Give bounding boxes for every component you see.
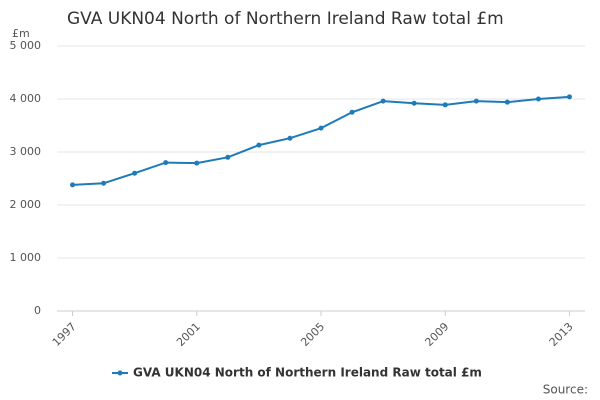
x-tick-label: 2013 xyxy=(547,320,576,349)
data-point xyxy=(473,98,479,104)
data-point xyxy=(101,180,107,186)
data-point xyxy=(318,125,324,131)
data-point xyxy=(380,98,386,104)
legend-marker xyxy=(117,370,123,376)
y-tick-label: 4 000 xyxy=(10,92,42,105)
data-point xyxy=(225,154,231,160)
data-point xyxy=(194,160,200,166)
data-point xyxy=(442,102,448,108)
y-tick-label: 3 000 xyxy=(10,145,42,158)
y-tick-label: 5 000 xyxy=(10,39,42,52)
data-point xyxy=(349,109,355,115)
x-tick-label: 2005 xyxy=(298,320,327,349)
x-tick-label: 2001 xyxy=(174,320,203,349)
y-tick-label: 2 000 xyxy=(10,198,42,211)
data-point xyxy=(287,135,293,141)
y-axis-label: £m xyxy=(12,27,30,40)
data-point xyxy=(70,182,76,188)
x-tick-label: 1997 xyxy=(50,320,79,349)
data-point xyxy=(256,142,262,148)
x-tick-label: 2009 xyxy=(422,320,451,349)
data-point xyxy=(163,160,169,166)
y-tick-label: 1 000 xyxy=(10,251,42,264)
data-point xyxy=(411,100,417,106)
series-line xyxy=(72,95,570,186)
y-tick-label: 0 xyxy=(34,304,41,317)
legend-label: GVA UKN04 North of Northern Ireland Raw … xyxy=(133,366,482,380)
data-point xyxy=(504,99,510,105)
source: Source: xyxy=(543,383,588,397)
chart-title: GVA UKN04 North of Northern Ireland Raw … xyxy=(67,9,504,29)
data-point xyxy=(132,170,138,176)
data-point xyxy=(566,94,572,100)
data-point xyxy=(535,96,541,102)
